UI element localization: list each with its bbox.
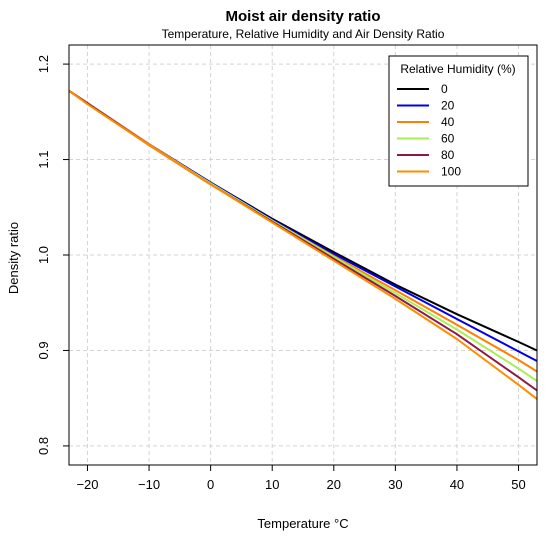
x-tick-label: −10 bbox=[138, 477, 160, 492]
legend-label-0: 0 bbox=[441, 82, 448, 96]
y-tick-label: 1.0 bbox=[36, 246, 51, 264]
series-lines bbox=[68, 89, 538, 400]
x-tick-label: 40 bbox=[450, 477, 464, 492]
chart-title: Moist air density ratio bbox=[225, 8, 380, 25]
legend-label-100: 100 bbox=[441, 165, 461, 179]
x-tick-label: 30 bbox=[388, 477, 402, 492]
x-tick-label: 50 bbox=[511, 477, 525, 492]
x-tick-label: −20 bbox=[76, 477, 98, 492]
x-axis-label: Temperature °C bbox=[257, 516, 348, 531]
y-tick-label: 1.2 bbox=[36, 55, 51, 73]
y-axis: 0.8 0.9 1.0 1.1 1.2 bbox=[36, 55, 69, 455]
x-tick-label: 0 bbox=[207, 477, 214, 492]
legend-items: 0 20 40 60 80 100 bbox=[397, 82, 461, 179]
legend-label-40: 40 bbox=[441, 115, 455, 129]
x-tick-label: 20 bbox=[327, 477, 341, 492]
legend-label-80: 80 bbox=[441, 148, 455, 162]
legend-label-60: 60 bbox=[441, 132, 455, 146]
chart-subtitle: Temperature, Relative Humidity and Air D… bbox=[162, 27, 445, 41]
x-axis: −20 −10 0 10 20 30 40 50 bbox=[76, 465, 526, 492]
y-tick-label: 1.1 bbox=[36, 151, 51, 169]
y-axis-label: Density ratio bbox=[6, 222, 21, 294]
series-line-100 bbox=[68, 89, 538, 400]
x-tick-label: 10 bbox=[265, 477, 279, 492]
y-tick-label: 0.8 bbox=[36, 437, 51, 455]
legend-title: Relative Humidity (%) bbox=[400, 62, 515, 76]
legend: Relative Humidity (%) 0 20 40 60 80 100 bbox=[388, 55, 529, 187]
legend-label-20: 20 bbox=[441, 99, 455, 113]
y-tick-label: 0.9 bbox=[36, 341, 51, 359]
